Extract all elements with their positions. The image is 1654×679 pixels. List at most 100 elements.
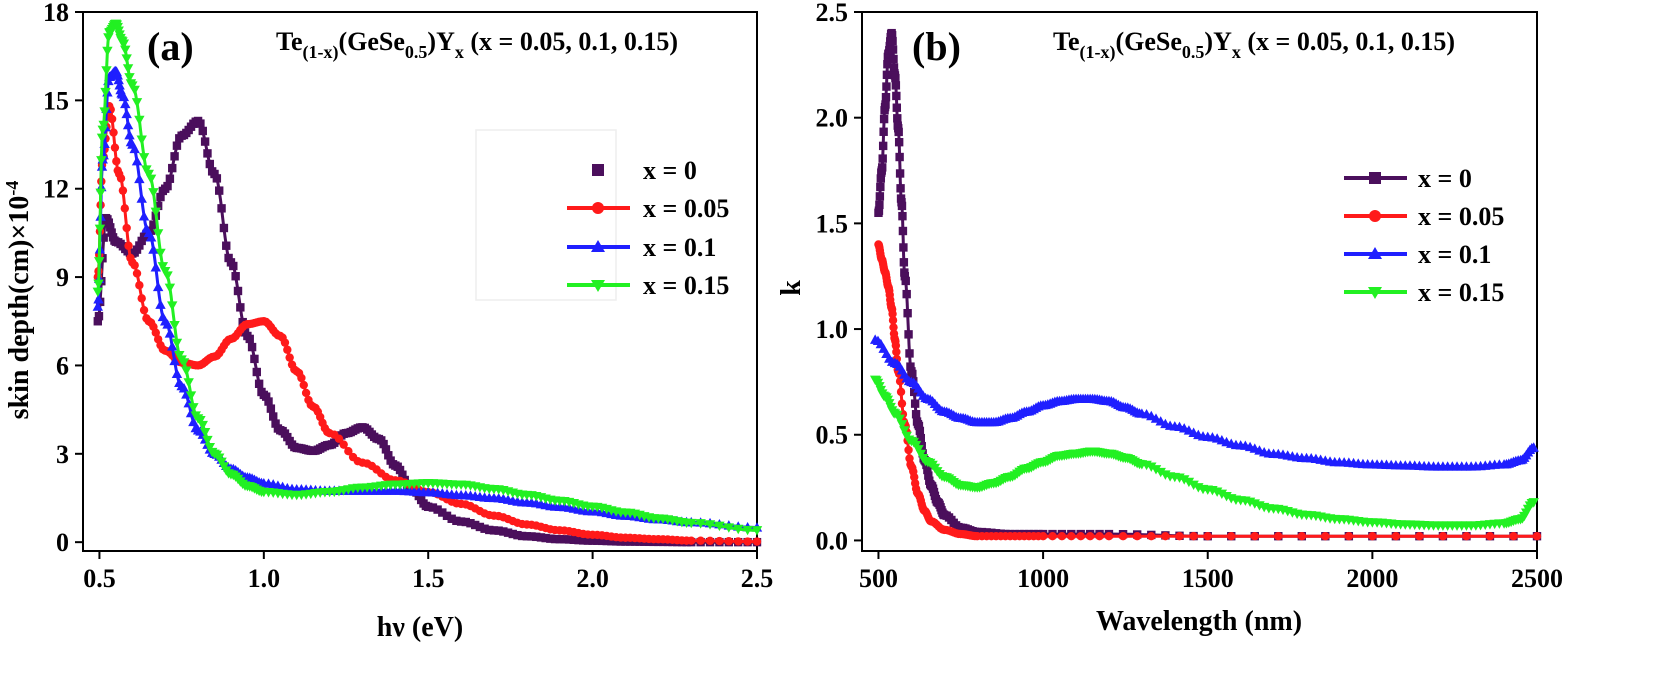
panel-a-point-x005 [297, 373, 306, 383]
panel-a-point-x015 [162, 271, 173, 281]
panel-a-point-x0 [104, 218, 114, 227]
panel-b-point-x0 [888, 45, 898, 54]
panel-a-point-x01 [171, 368, 183, 379]
panel-b-point-x0 [892, 91, 901, 101]
panel-a-point-x005 [112, 157, 121, 166]
panel-a-point-x0 [215, 186, 224, 195]
panel-b-point-x005 [888, 309, 897, 319]
panel-a-point-x0 [593, 536, 602, 545]
panel-a-point-x0 [261, 392, 271, 401]
panel-a-point-x0 [203, 149, 212, 158]
panel-a-point-x0 [602, 536, 611, 546]
panel-a-point-x015 [92, 287, 103, 298]
panel-a-point-x0 [555, 535, 564, 544]
panel-b: 500 1000 1500 2000 2500 0.0 0.5 1.0 1.5 2.0 2.5 (b… [776, 0, 1563, 637]
panel-a-point-x01 [138, 211, 150, 221]
panel-a-point-x0 [583, 536, 593, 545]
panel-a-point-x01 [93, 294, 104, 304]
panel-a-y-tick-label: 9 [56, 263, 69, 292]
panel-a-formula-post: )Y [427, 27, 455, 56]
panel-a-point-x01 [129, 143, 140, 154]
panel-b-point-x015 [1155, 467, 1166, 478]
panel-a-point-x005 [139, 305, 149, 315]
panel-a-plot-frame [82, 11, 758, 552]
panel-a-point-x015 [93, 279, 104, 289]
panel-b-point-x005 [1147, 532, 1156, 541]
panel-a-series-layer [92, 19, 763, 547]
panel-b-formula-mid: (GeSe [1115, 27, 1181, 56]
panel-a-point-x0 [156, 192, 165, 202]
panel-a-point-x005 [299, 380, 308, 390]
panel-b-point-x005 [1038, 532, 1048, 541]
panel-b-y-tick-label: 1.0 [816, 315, 849, 344]
panel-a-formula-sub2: 0.5 [405, 42, 428, 62]
panel-a-point-x005 [724, 537, 734, 546]
panel-a-point-x015 [150, 207, 162, 217]
panel-a-point-x015 [94, 224, 106, 235]
panel-b-point-x0 [879, 127, 888, 136]
panel-a-point-x005 [705, 536, 715, 546]
panel-b-point-x005 [1532, 532, 1542, 541]
panel-b-point-x0 [911, 410, 921, 419]
panel-b-formula-sub2: 0.5 [1182, 42, 1205, 62]
panel-a-point-x0 [607, 537, 616, 546]
panel-b-point-x0 [888, 36, 897, 46]
panel-a-point-x0 [224, 253, 233, 263]
panel-a-point-x005 [715, 536, 724, 546]
panel-b-point-x0 [881, 100, 890, 109]
panel-a-point-x0 [172, 141, 182, 150]
panel-a-point-x0 [513, 530, 522, 540]
panel-b-point-x0 [883, 60, 892, 69]
panel-a-y-tick-label: 0 [56, 528, 69, 557]
panel-b-legend-label-x01: x = 0.1 [1418, 240, 1491, 269]
panel-b-series-x015 [869, 375, 1539, 531]
panel-b-point-x005 [1048, 532, 1057, 541]
panel-a-point-x0 [212, 174, 222, 183]
panel-b-point-x0 [899, 243, 908, 252]
panel-a-point-x0 [597, 536, 607, 546]
panel-a-point-x015 [188, 403, 199, 413]
panel-b-x-tick-label: 2000 [1346, 564, 1398, 593]
panel-a-point-x015 [96, 156, 107, 166]
panel-a-formula-sub3: x [455, 42, 464, 62]
panel-a-point-x015 [197, 420, 208, 431]
panel-a-point-x015 [121, 54, 132, 64]
panel-a-point-x0 [146, 226, 156, 235]
panel-b-point-x005 [1344, 532, 1354, 541]
panel-a-point-x0 [532, 532, 541, 542]
panel-b-point-x0 [892, 103, 902, 112]
panel-a-point-x015 [695, 519, 706, 529]
panel-b-point-x015 [1179, 475, 1190, 485]
panel-a-point-x005 [107, 114, 117, 124]
panel-a: 0.5 1.0 1.5 2.0 2.5 0 3 6 9 12 15 18 (a) Te(1-x)(Ge… [2, 0, 773, 643]
panel-a-point-x005 [696, 536, 705, 545]
panel-a-point-x005 [280, 338, 290, 347]
panel-b-point-x005 [895, 377, 905, 386]
panel-b-y-axis-title: k [776, 280, 807, 296]
panel-a-point-x0 [546, 534, 555, 543]
panel-a-point-x0 [99, 233, 108, 242]
panel-b-point-x0 [894, 137, 904, 147]
panel-a-point-x0 [447, 514, 456, 523]
panel-a-point-x015 [723, 523, 735, 533]
panel-a-point-x005 [132, 269, 142, 278]
panel-b-point-x0 [903, 308, 912, 318]
panel-a-point-x005 [116, 174, 126, 183]
panel-b-plot-frame [861, 11, 1538, 552]
panel-b-point-x005 [1057, 532, 1067, 541]
panel-b-legend-label-x0: x = 0 [1418, 164, 1472, 193]
panel-a-point-x0 [588, 536, 597, 545]
panel-a-point-x01 [164, 328, 176, 338]
panel-a-point-x0 [245, 334, 254, 344]
panel-a-legend-label-x01: x = 0.1 [643, 233, 716, 262]
panel-a-point-x01 [134, 173, 145, 184]
panel-a-point-x005 [137, 294, 146, 303]
panel-a-point-x0 [210, 169, 219, 179]
panel-a-point-x01 [155, 299, 166, 309]
panel-b-point-x005 [892, 347, 901, 357]
panel-b-point-x0 [905, 349, 914, 358]
panel-a-point-x015 [704, 520, 716, 530]
panel-a-point-x005 [110, 143, 120, 152]
panel-b-label: (b) [912, 24, 961, 69]
panel-b-point-x0 [875, 200, 884, 210]
